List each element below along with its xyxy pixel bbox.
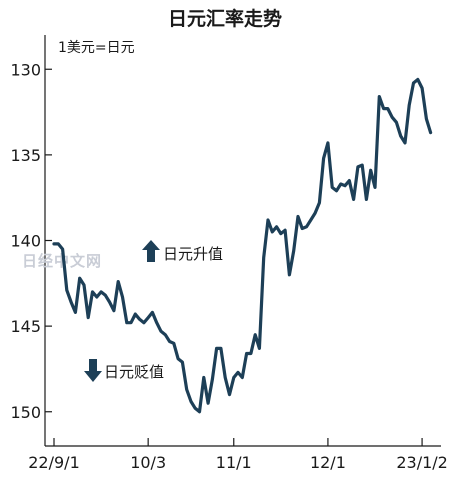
- x-axis-ticks: 22/9/1 10/3 11/1 12/1 23/1/2: [28, 438, 448, 472]
- up-arrow-icon: [142, 240, 160, 262]
- y-axis-ticks: 130 135 140 145 150: [10, 60, 52, 422]
- x-tick-label: 11/1: [216, 453, 252, 472]
- y-tick-label: 135: [10, 146, 41, 165]
- x-tick-label: 10/3: [130, 453, 166, 472]
- y-tick-label: 145: [10, 317, 41, 336]
- series-line: [52, 77, 433, 414]
- plot-frame: [44, 35, 441, 447]
- annotation-depreciation: 日元贬值: [84, 359, 164, 382]
- annotation-appreciation: 日元升值: [142, 240, 223, 263]
- annotation-label-down: 日元贬值: [104, 363, 164, 381]
- down-arrow-icon: [84, 359, 102, 382]
- x-tick-label: 23/1/2: [396, 453, 448, 472]
- watermark: 日经中文网: [22, 252, 102, 270]
- unit-label: 1美元=日元: [58, 40, 135, 56]
- x-tick-label: 22/9/1: [28, 453, 80, 472]
- y-tick-label: 130: [10, 60, 41, 79]
- annotation-label-up: 日元升值: [163, 245, 223, 263]
- chart-title: 日元汇率走势: [168, 7, 282, 30]
- y-tick-label: 140: [10, 232, 41, 251]
- x-tick-label: 12/1: [310, 453, 346, 472]
- y-tick-label: 150: [10, 403, 41, 422]
